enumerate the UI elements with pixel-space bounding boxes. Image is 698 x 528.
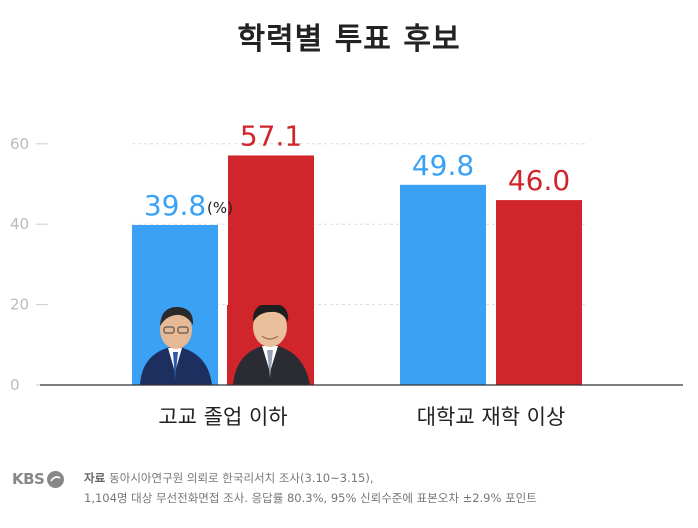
unit-annotation: (%)	[207, 199, 233, 217]
y-tick-label-0: 0	[10, 376, 20, 394]
y-tick-label-1: 20	[10, 296, 29, 314]
value-label-0-1: 57.1	[240, 119, 302, 152]
value-label-1-1: 46.0	[508, 164, 570, 197]
source-line-2: 1,104명 대상 무선전화면접 조사. 응답률 80.3%, 95% 신뢰수준…	[84, 491, 537, 505]
candidate-photo-right	[227, 305, 314, 385]
source-note: 자료 동아시아연구원 의뢰로 한국리서치 조사(3.10~3.15), 1,104…	[84, 468, 684, 508]
value-label-1-0: 49.8	[412, 149, 474, 182]
bar-1-1	[496, 200, 582, 385]
kbs-logo-mark-icon	[47, 470, 65, 488]
category-label-1: 대학교 재학 이상	[417, 405, 566, 429]
chart-title: 학력별 투표 후보	[237, 22, 461, 57]
source-line-1: 자료 동아시아연구원 의뢰로 한국리서치 조사(3.10~3.15),	[84, 468, 684, 488]
logo-text: KBS	[12, 470, 45, 488]
y-tick-label-3: 60	[10, 135, 29, 153]
bar-chart: 0 20 40 60 39.8 (%) 57.1 고교 졸업 이하 49.8 46.0 대학교 재…	[10, 119, 683, 429]
candidate-photo-left	[132, 305, 218, 385]
source-label: 자료	[84, 471, 106, 485]
kbs-logo: KBS	[12, 470, 65, 488]
value-label-0-0: 39.8	[144, 189, 206, 222]
bar-1-0	[400, 184, 486, 385]
source-text-1: 동아시아연구원 의뢰로 한국리서치 조사(3.10~3.15),	[109, 471, 374, 485]
category-label-0: 고교 졸업 이하	[158, 405, 287, 429]
y-tick-label-2: 40	[10, 215, 29, 233]
